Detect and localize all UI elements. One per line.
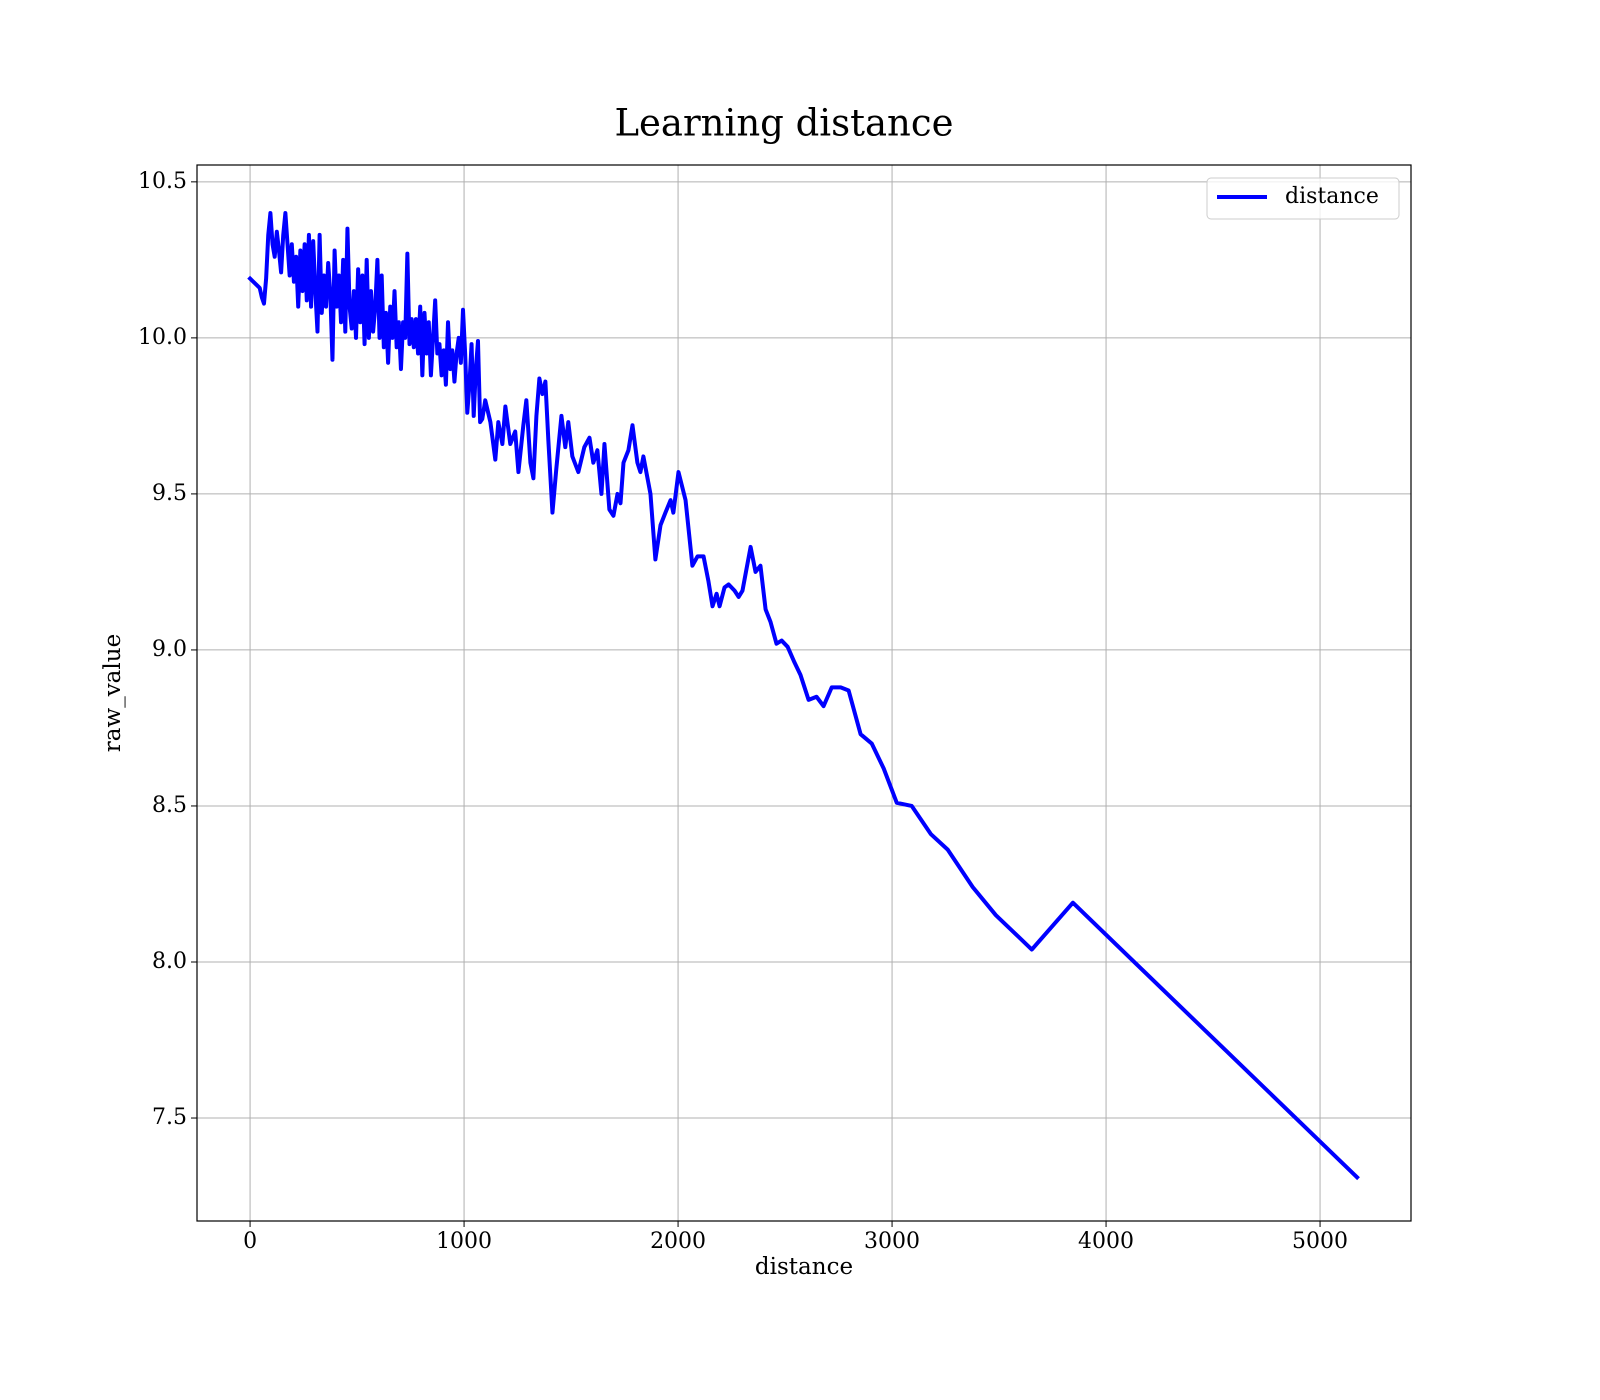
axes-frame xyxy=(196,164,1412,1222)
plot-area xyxy=(247,211,1360,1181)
x-tick-label: 5000 xyxy=(1292,1229,1348,1254)
y-tick-label: 9.5 xyxy=(152,481,187,506)
legend: distance xyxy=(1206,177,1400,220)
data-line xyxy=(247,211,1360,1181)
y-tick-label: 7.5 xyxy=(152,1105,187,1130)
x-tick-label: 4000 xyxy=(1078,1229,1134,1254)
ticks: 0 1000 2000 3000 4000 5000 7.5 8.0 8.5 9.0 9.5 10.0… xyxy=(138,169,1348,1254)
y-tick-label: 8.5 xyxy=(152,793,187,818)
x-axis-label: distance xyxy=(755,1254,853,1280)
y-tick-label: 9.0 xyxy=(152,637,187,662)
y-tick-label: 10.0 xyxy=(138,325,187,350)
chart-title: Learning distance xyxy=(614,102,953,145)
y-tick-label: 8.0 xyxy=(152,949,187,974)
y-tick-label: 10.5 xyxy=(138,169,187,194)
x-tick-label: 3000 xyxy=(864,1229,920,1254)
legend-label: distance xyxy=(1285,184,1379,209)
x-tick-label: 1000 xyxy=(436,1229,492,1254)
x-tick-label: 2000 xyxy=(650,1229,706,1254)
legend-box xyxy=(1206,177,1400,220)
x-tick-label: 0 xyxy=(243,1229,257,1254)
y-axis-label: raw_value xyxy=(100,634,126,752)
